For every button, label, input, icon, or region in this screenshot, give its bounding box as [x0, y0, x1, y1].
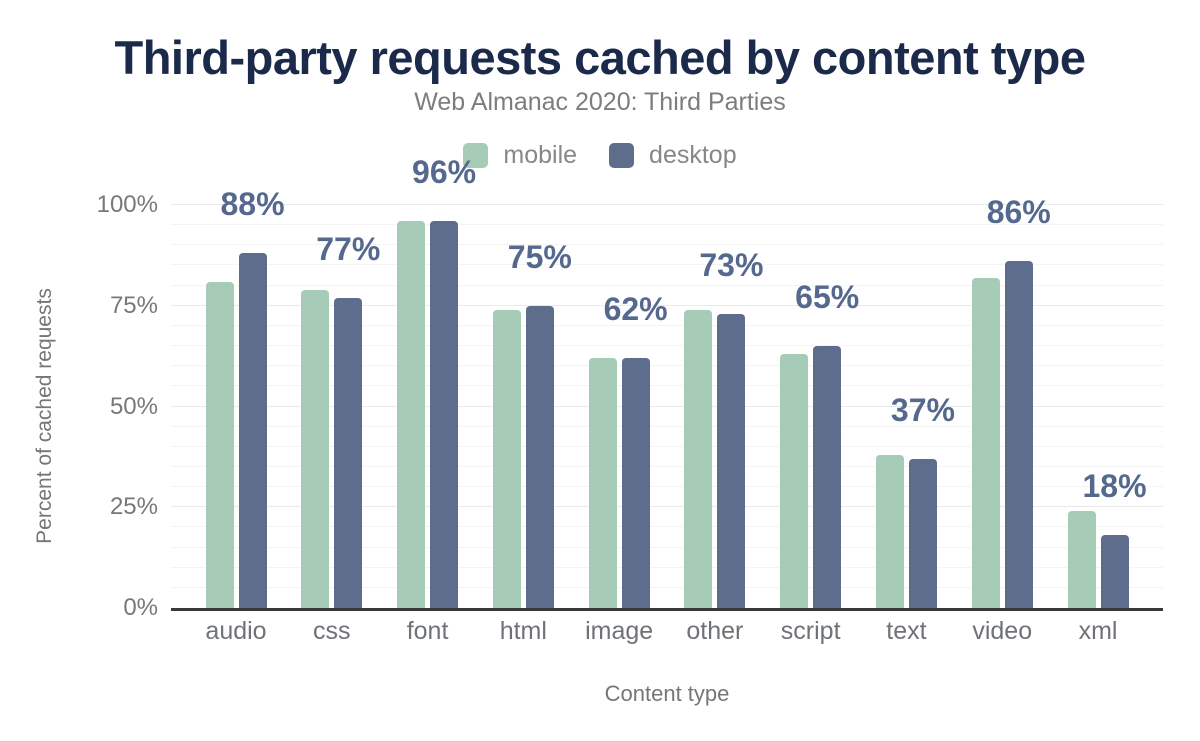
x-axis-tick-labels: audio css font html image other script text vide…: [171, 617, 1163, 647]
x-tick-label: image: [585, 617, 654, 645]
gridline: [171, 445, 1163, 447]
gridline: [171, 284, 1163, 286]
legend-swatch-desktop-icon: [609, 142, 635, 168]
bar-desktop-text[interactable]: [908, 458, 937, 608]
bar-desktop-xml[interactable]: [1100, 535, 1129, 608]
gridline: [171, 405, 1163, 407]
gridline: [171, 264, 1163, 266]
chart-title: Third-party requests cached by content t…: [114, 31, 1086, 84]
x-tick-label: font: [406, 617, 449, 645]
bar-value-label: 96%: [412, 154, 477, 191]
x-axis-title: Content type: [604, 681, 730, 706]
bar-value-label: 77%: [316, 230, 381, 267]
gridline: [171, 385, 1163, 387]
bar-desktop-css[interactable]: [334, 297, 363, 608]
gridline: [171, 566, 1163, 568]
y-tick-label: 50%: [109, 392, 158, 420]
y-tick-label: 0%: [123, 594, 158, 621]
bar-mobile-script[interactable]: [780, 354, 809, 608]
x-tick-label: text: [886, 617, 927, 645]
bar-mobile-text[interactable]: [875, 454, 904, 608]
bar-mobile-html[interactable]: [492, 309, 521, 608]
bar-mobile-video[interactable]: [971, 277, 1000, 608]
y-tick-label: 25%: [109, 493, 158, 521]
gridline: [171, 304, 1163, 306]
bar-desktop-other[interactable]: [717, 313, 746, 608]
bar-mobile-image[interactable]: [588, 358, 617, 608]
bar-desktop-script[interactable]: [813, 346, 842, 608]
bar-desktop-html[interactable]: [525, 305, 554, 608]
gridline: [171, 486, 1163, 488]
x-tick-label: xml: [1078, 617, 1118, 645]
gridline: [171, 365, 1163, 367]
bar-value-label: 65%: [795, 279, 860, 316]
gridline: [171, 465, 1163, 467]
bar-mobile-font[interactable]: [397, 221, 426, 608]
gridline: [171, 425, 1163, 427]
gridline: [171, 506, 1163, 508]
legend-label-desktop: desktop: [649, 140, 737, 169]
legend: mobile desktop: [0, 141, 1200, 169]
y-tick-label: 75%: [109, 291, 158, 319]
bar-mobile-xml[interactable]: [1067, 511, 1096, 608]
bar-value-label: 75%: [507, 238, 572, 275]
x-tick-label: script: [780, 617, 841, 645]
x-tick-label: html: [499, 617, 547, 645]
bar-value-label: 62%: [603, 291, 668, 328]
bar-value-label: 86%: [986, 194, 1051, 231]
gridline: [171, 345, 1163, 347]
bar-mobile-other[interactable]: [684, 309, 713, 608]
legend-swatch-mobile-icon: [463, 142, 489, 168]
legend-item-mobile[interactable]: mobile: [463, 141, 577, 170]
gridline: [171, 224, 1163, 226]
x-tick-label: audio: [205, 617, 267, 645]
gridline: [171, 244, 1163, 246]
gridline: [171, 526, 1163, 528]
chart-subtitle: Web Almanac 2020: Third Parties: [414, 88, 786, 116]
bar-mobile-css[interactable]: [301, 289, 330, 608]
x-tick-label: other: [686, 617, 744, 645]
gridline: [171, 204, 1163, 205]
bar-desktop-font[interactable]: [430, 221, 459, 608]
x-tick-label: css: [313, 617, 351, 645]
bar-value-label: 37%: [890, 391, 955, 428]
bar-value-label: 73%: [699, 246, 764, 283]
gridline: [171, 324, 1163, 326]
plot-area: 88% 77% 96% 75% 62% 73% 65% 37% 86% 18%: [171, 156, 1163, 611]
gridline: [171, 586, 1163, 588]
legend-item-desktop[interactable]: desktop: [609, 141, 737, 170]
bar-value-label: 88%: [220, 186, 285, 223]
y-tick-label: 100%: [96, 191, 158, 218]
legend-label-mobile: mobile: [503, 140, 578, 169]
x-tick-label: video: [972, 617, 1033, 645]
bar-desktop-audio[interactable]: [238, 253, 267, 608]
y-axis-tick-labels: 100% 75% 50% 25% 0%: [0, 191, 158, 621]
gridline: [171, 546, 1163, 548]
bar-desktop-video[interactable]: [1004, 261, 1033, 608]
bar-value-label: 18%: [1082, 468, 1147, 505]
bar-mobile-audio[interactable]: [205, 281, 234, 608]
bar-desktop-image[interactable]: [621, 358, 650, 608]
